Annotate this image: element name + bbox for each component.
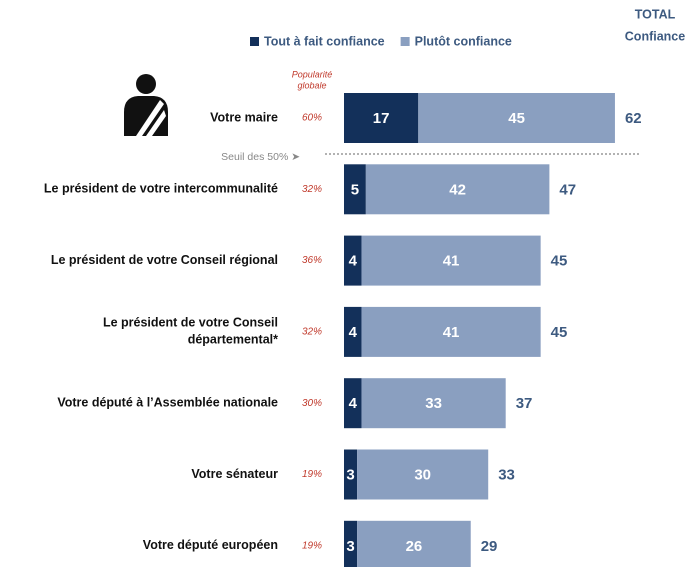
total-label: 45	[551, 253, 568, 270]
total-header: Confiance	[625, 29, 685, 43]
legend-swatch	[400, 37, 410, 46]
segment-label: 4	[349, 253, 358, 270]
bar-segment	[365, 164, 550, 215]
segment-label: 26	[406, 538, 423, 555]
bar-segment	[344, 520, 358, 567]
popularity-label: 60%	[302, 113, 322, 124]
popularity-label: 32%	[302, 184, 322, 195]
category-label: Votre député européen	[143, 538, 278, 552]
bar-segment	[344, 378, 362, 429]
total-label: 45	[551, 324, 568, 341]
total-label: 47	[559, 181, 576, 198]
total-label: 62	[625, 110, 642, 127]
category-label: Votre maire	[210, 110, 278, 124]
bar-segment	[357, 520, 471, 567]
category-label: Votre sénateur	[191, 467, 278, 481]
bar-segment	[361, 378, 506, 429]
bar-segment	[344, 164, 366, 215]
popularity-label: 36%	[302, 255, 322, 266]
category-label: Le président de votre intercommunalité	[44, 182, 278, 196]
segment-label: 5	[351, 181, 359, 198]
segment-label: 42	[449, 181, 466, 198]
bar-segment	[344, 306, 362, 357]
segment-label: 33	[425, 395, 442, 412]
bar-segment	[344, 93, 419, 143]
total-label: 37	[516, 395, 533, 412]
total-label: 33	[498, 466, 515, 483]
segment-label: 3	[346, 466, 354, 483]
category-label: Votre député à l’Assemblée nationale	[57, 395, 278, 409]
category-label: Le président de votre Conseil régional	[51, 253, 278, 267]
bar-segment	[361, 235, 541, 286]
legend-label: Tout à fait confiance	[264, 34, 385, 48]
segment-label: 41	[443, 324, 460, 341]
legend-label: Plutôt confiance	[415, 34, 512, 48]
segment-label: 3	[346, 538, 354, 555]
person-icon	[124, 74, 168, 136]
segment-label: 45	[508, 110, 525, 127]
segment-label: 30	[414, 466, 431, 483]
segment-label: 4	[349, 395, 358, 412]
bar-segment	[357, 449, 489, 500]
total-label: 29	[481, 538, 498, 555]
bar-segment	[344, 449, 358, 500]
popularity-header: globale	[297, 80, 326, 90]
segment-label: 17	[373, 110, 390, 127]
bar-segment	[344, 235, 362, 286]
popularity-header: Popularité	[292, 69, 333, 79]
popularity-label: 19%	[302, 540, 322, 551]
threshold-label: Seuil des 50% ➤	[221, 151, 300, 163]
popularity-label: 19%	[302, 469, 322, 480]
legend-swatch	[250, 37, 259, 46]
bar-segment	[418, 93, 615, 143]
total-header: TOTAL	[635, 7, 676, 21]
bar-segment	[361, 306, 541, 357]
segment-label: 41	[443, 253, 460, 270]
popularity-label: 32%	[302, 327, 322, 338]
category-label: Le président de votre Conseil département…	[103, 316, 278, 347]
popularity-label: 30%	[302, 398, 322, 409]
segment-label: 4	[349, 324, 358, 341]
